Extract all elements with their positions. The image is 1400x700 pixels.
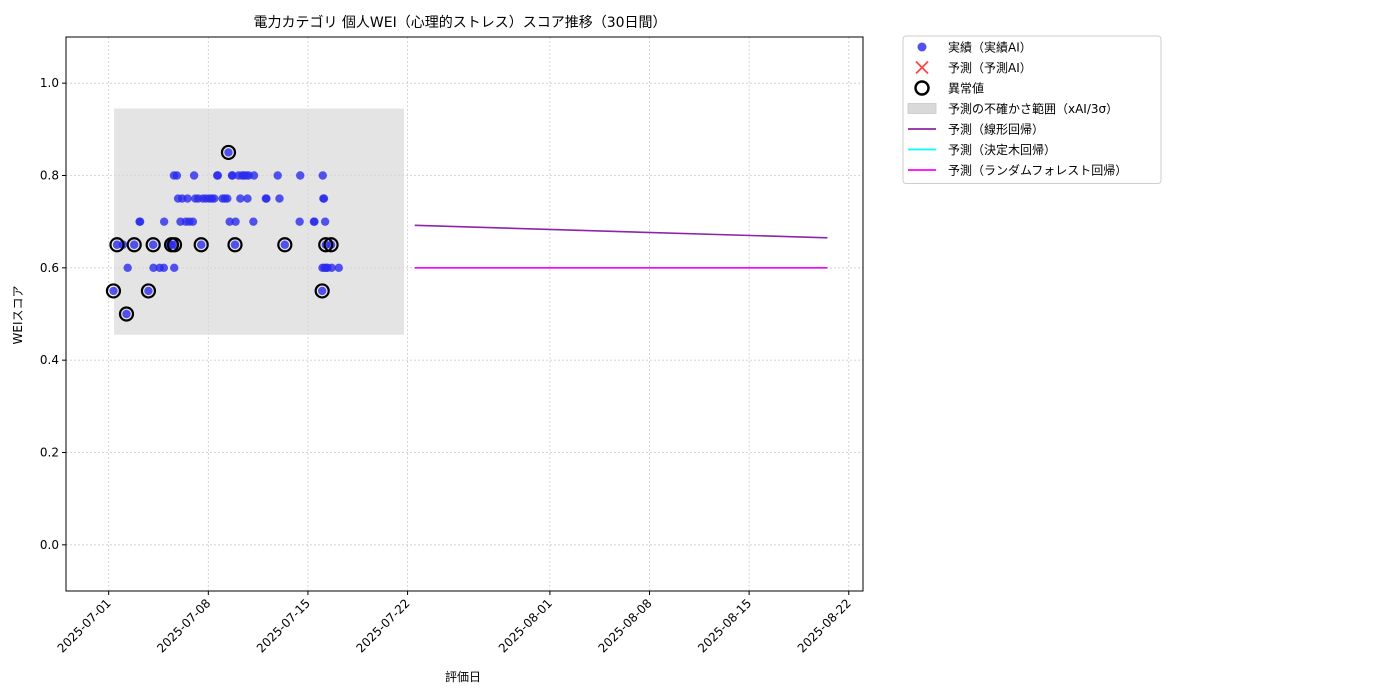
actual-point [159,263,169,273]
x-tick-label: 2025-07-22 [353,596,412,655]
actual-point [228,171,237,180]
y-tick-label: 0.0 [40,538,59,552]
anomaly-marker [105,283,122,299]
x-tick-label: 2025-08-15 [695,596,754,655]
actual-point [149,263,158,273]
anomaly-marker [193,237,209,253]
legend-label: 予測の不確かさ範囲（xAI/3σ） [948,101,1118,116]
actual-point [188,217,198,226]
chart-title: 電力カテゴリ 個人WEI（心理的ストレス）スコア推移（30日間） [253,14,666,31]
actual-point [236,194,245,203]
actual-point [249,171,259,180]
actual-point [213,171,223,180]
actual-point [295,217,304,226]
actual-point [317,286,327,296]
y-tick-label: 0.6 [40,261,59,275]
actual-point [144,286,153,296]
y-axis-label: WEIスコア [11,286,25,345]
y-tick-label: 0.2 [40,446,59,460]
actual-point [172,171,182,180]
actual-point [262,194,271,203]
actual-point [159,217,169,226]
actual-point [273,171,282,180]
legend-marker-band [907,103,937,114]
anomaly-marker [314,283,330,299]
actual-point [148,240,158,249]
x-tick-label: 2025-07-01 [55,596,114,655]
legend-label: 異常値 [948,81,984,96]
legend-marker-ring [914,80,930,96]
legend-marker-dot [917,42,927,52]
legend-x-stroke [915,60,929,75]
actual-point [129,240,139,249]
anomaly-marker [126,237,142,253]
legend-marker-x [915,60,929,75]
actual-point [231,217,240,226]
actual-point [197,240,206,249]
y-tick-label: 0.4 [40,353,59,367]
actual-point [109,286,118,296]
actual-point [326,240,336,249]
actual-point [123,263,132,273]
actual-point [189,171,199,180]
plot-frame [65,36,864,592]
actual-point [296,171,305,180]
actual-point [230,240,240,249]
uncertainty-band [114,108,405,335]
legend-box [902,35,1162,184]
legend-label: 予測（予測AI） [948,61,1032,75]
actual-point [249,217,258,226]
actual-point [223,194,232,203]
actual-point [334,263,343,273]
x-tick-label: 2025-07-08 [154,596,213,655]
actual-point [122,309,131,319]
actual-point [225,217,234,226]
actual-point [275,194,284,203]
anomaly-marker [118,306,135,322]
anomaly-marker [166,237,183,253]
forecast-line [414,224,828,239]
x-tick-label: 2025-08-08 [595,596,654,655]
actual-point [319,194,329,203]
x-tick-label: 2025-08-22 [795,596,854,655]
anomaly-marker [227,237,243,253]
legend-label: 予測（ランダムフォレスト回帰） [948,163,1127,178]
x-tick-label: 2025-07-15 [254,596,313,655]
plot-area: 2025-07-01 2025-07-08 2025-07-15 2025-07-22… [40,36,864,655]
actual-point [320,217,330,226]
anomaly-marker [140,283,157,299]
actual-point [170,263,179,273]
anomaly-marker [277,237,293,253]
anomaly-marker [145,237,161,253]
anomaly-marker [109,237,125,253]
actual-point [327,263,336,273]
actual-point [183,194,192,203]
anomaly-marker [323,237,339,253]
x-axis-label: 評価日 [445,669,481,684]
legend-label: 予測（決定木回帰） [948,142,1056,157]
actual-point [280,240,290,249]
actual-point [310,217,319,226]
actual-point [318,171,327,180]
legend-label: 実績（実績AI） [948,40,1032,55]
actual-point [224,148,233,157]
y-tick-label: 1.0 [40,76,59,90]
actual-point [243,194,252,203]
legend-label: 予測（線形回帰） [948,122,1044,137]
actual-point [112,240,122,249]
x-tick-label: 2025-08-01 [496,596,555,655]
actual-point [135,217,145,226]
actual-point [210,194,219,203]
y-tick-label: 0.8 [40,169,59,183]
anomaly-marker [220,144,237,161]
anomaly-marker [318,237,334,253]
